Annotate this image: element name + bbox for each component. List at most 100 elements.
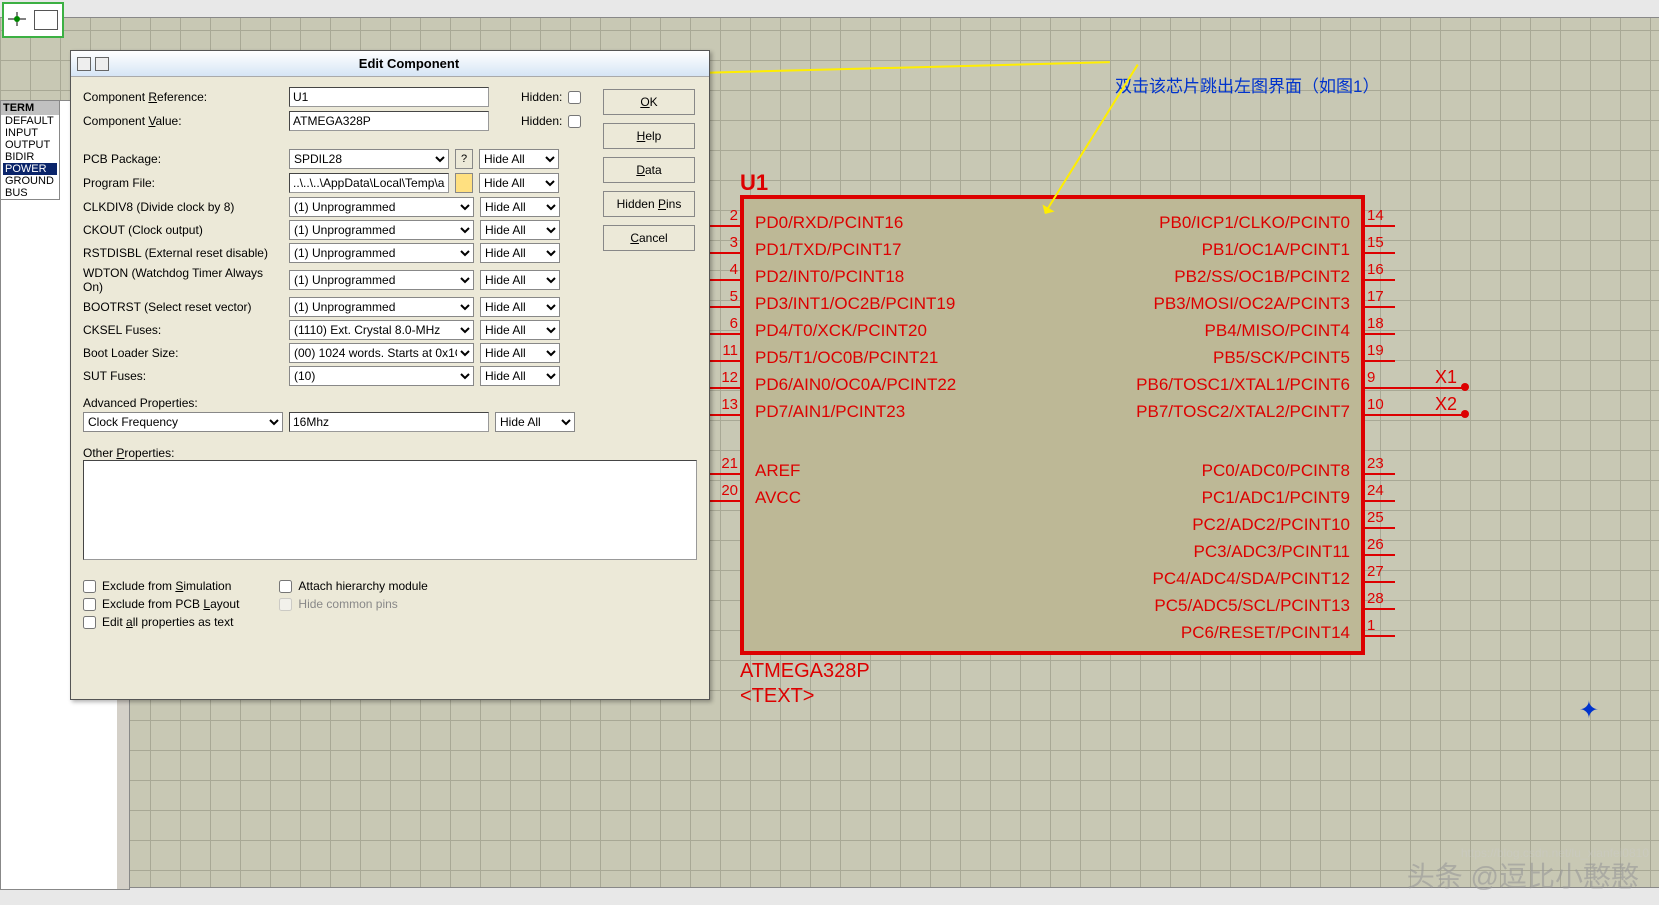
prog-label: Program File: [83,176,283,190]
val-input[interactable] [289,111,489,131]
advanced-value-input[interactable] [289,412,489,432]
terminal-item[interactable]: GROUND [3,175,57,187]
terminal-item[interactable]: OUTPUT [3,139,57,151]
pin-label: PB7/TOSC2/XTAL2/PCINT7 [1136,402,1350,422]
pin-number: 17 [1367,288,1395,305]
hidden-pins-button[interactable]: Hidden Pins [603,191,695,217]
prop-vis-select[interactable]: Hide All [480,343,560,363]
chip-text: <TEXT> [740,685,814,708]
pin-number: 5 [710,288,738,305]
dialog-title: Edit Component [109,56,709,71]
ref-hidden-label: Hidden: [521,90,562,104]
ref-input[interactable] [289,87,489,107]
attach-hier-checkbox[interactable] [279,580,292,593]
ref-hidden-checkbox[interactable] [568,91,581,104]
prop-select[interactable]: (1) Unprogrammed [289,243,474,263]
tool-selection-box [2,2,64,38]
other-props-textarea[interactable] [83,460,697,560]
data-button[interactable]: Data [603,157,695,183]
pin-label: PC6/RESET/PCINT14 [1181,623,1350,643]
chip-reference[interactable]: U1 [740,170,768,196]
pin-number: 6 [710,315,738,332]
advanced-vis-select[interactable]: Hide All [495,412,575,432]
prog-input[interactable] [289,173,449,193]
prop-vis-select[interactable]: Hide All [480,270,560,290]
pcb-select[interactable]: SPDIL28 [289,149,449,169]
prop-select[interactable]: (1) Unprogrammed [289,297,474,317]
pin-number: 27 [1367,563,1395,580]
pin-label: PD5/T1/OC0B/PCINT21 [755,348,938,368]
help-button[interactable]: Help [603,123,695,149]
pin-number: 21 [710,455,738,472]
dialog-titlebar[interactable]: Edit Component [71,51,709,77]
pin-label: PC1/ADC1/PCINT9 [1202,488,1350,508]
val-hidden-checkbox[interactable] [568,115,581,128]
prop-label: BOOTRST (Select reset vector) [83,300,283,314]
pin-label: AREF [755,461,800,481]
terminal-item[interactable]: INPUT [3,127,57,139]
pin-number: 25 [1367,509,1395,526]
pin-number: 13 [710,396,738,413]
terminal-item[interactable]: POWER [3,163,57,175]
pin-number: 18 [1367,315,1395,332]
prop-vis-select[interactable]: Hide All [480,366,560,386]
prop-label: CKOUT (Clock output) [83,223,283,237]
browse-button[interactable] [455,173,473,193]
pin-label: PB6/TOSC1/XTAL1/PCINT6 [1136,375,1350,395]
cancel-button[interactable]: Cancel [603,225,695,251]
prop-vis-select[interactable]: Hide All [480,220,560,240]
pin-number: 1 [1367,617,1395,634]
net-label: X1 [1435,367,1457,388]
terminal-list-header: TERM [1,101,59,115]
edit-all-checkbox[interactable] [83,616,96,629]
terminal-list[interactable]: TERM DEFAULTINPUTOUTPUTBIDIRPOWERGROUNDB… [0,100,60,200]
exclude-pcb-checkbox[interactable] [83,598,96,611]
prop-label: WDTON (Watchdog Timer Always On) [83,266,283,294]
prog-vis-select[interactable]: Hide All [479,173,559,193]
terminal-item[interactable]: BIDIR [3,151,57,163]
prop-select[interactable]: (1) Unprogrammed [289,270,474,290]
prop-label: Boot Loader Size: [83,346,283,360]
pin-label: PB3/MOSI/OC2A/PCINT3 [1154,294,1351,314]
pin-number: 24 [1367,482,1395,499]
pcb-vis-select[interactable]: Hide All [479,149,559,169]
pcb-help-button[interactable]: ? [455,149,473,169]
pin-number: 14 [1367,207,1395,224]
restore-icon[interactable] [95,57,109,71]
prop-select[interactable]: (10) [289,366,474,386]
pin-number: 3 [710,234,738,251]
pin-label: PC5/ADC5/SCL/PCINT13 [1154,596,1350,616]
pin-label: PC2/ADC2/PCINT10 [1192,515,1350,535]
pcb-label: PCB Package: [83,152,283,166]
prop-select[interactable]: (1) Unprogrammed [289,220,474,240]
pin-label: PB1/OC1A/PCINT1 [1202,240,1350,260]
attach-hier-label: Attach hierarchy module [298,579,427,593]
chip-name: ATMEGA328P [740,660,870,683]
ruler-top [0,0,1659,18]
junction-icon[interactable] [8,12,26,26]
exclude-pcb-label: Exclude from PCB Layout [102,597,239,611]
terminal-item[interactable]: DEFAULT [3,115,57,127]
prop-select[interactable]: (00) 1024 words. Starts at 0x1C0 [289,343,474,363]
prop-select[interactable]: (1110) Ext. Crystal 8.0-MHz [289,320,474,340]
dropdown-icon[interactable] [77,57,91,71]
ok-button[interactable]: OK [603,89,695,115]
pin-label: PD3/INT1/OC2B/PCINT19 [755,294,955,314]
pin-number: 15 [1367,234,1395,251]
hide-common-label: Hide common pins [298,597,397,611]
terminal-item[interactable]: BUS [3,187,57,199]
annotation-text: 双击该芯片跳出左图界面（如图1） [1115,72,1379,97]
prop-vis-select[interactable]: Hide All [480,243,560,263]
other-props-label: Other Properties: [83,446,697,460]
subcircuit-icon[interactable] [34,10,58,30]
advanced-key-select[interactable]: Clock Frequency [83,412,283,432]
prop-select[interactable]: (1) Unprogrammed [289,197,474,217]
pin-label: PD7/AIN1/PCINT23 [755,402,905,422]
prop-vis-select[interactable]: Hide All [480,320,560,340]
arrow-2 [1044,64,1138,213]
origin-marker: ✦ [1579,696,1599,725]
prop-label: RSTDISBL (External reset disable) [83,246,283,260]
exclude-sim-checkbox[interactable] [83,580,96,593]
prop-vis-select[interactable]: Hide All [480,297,560,317]
prop-vis-select[interactable]: Hide All [480,197,560,217]
